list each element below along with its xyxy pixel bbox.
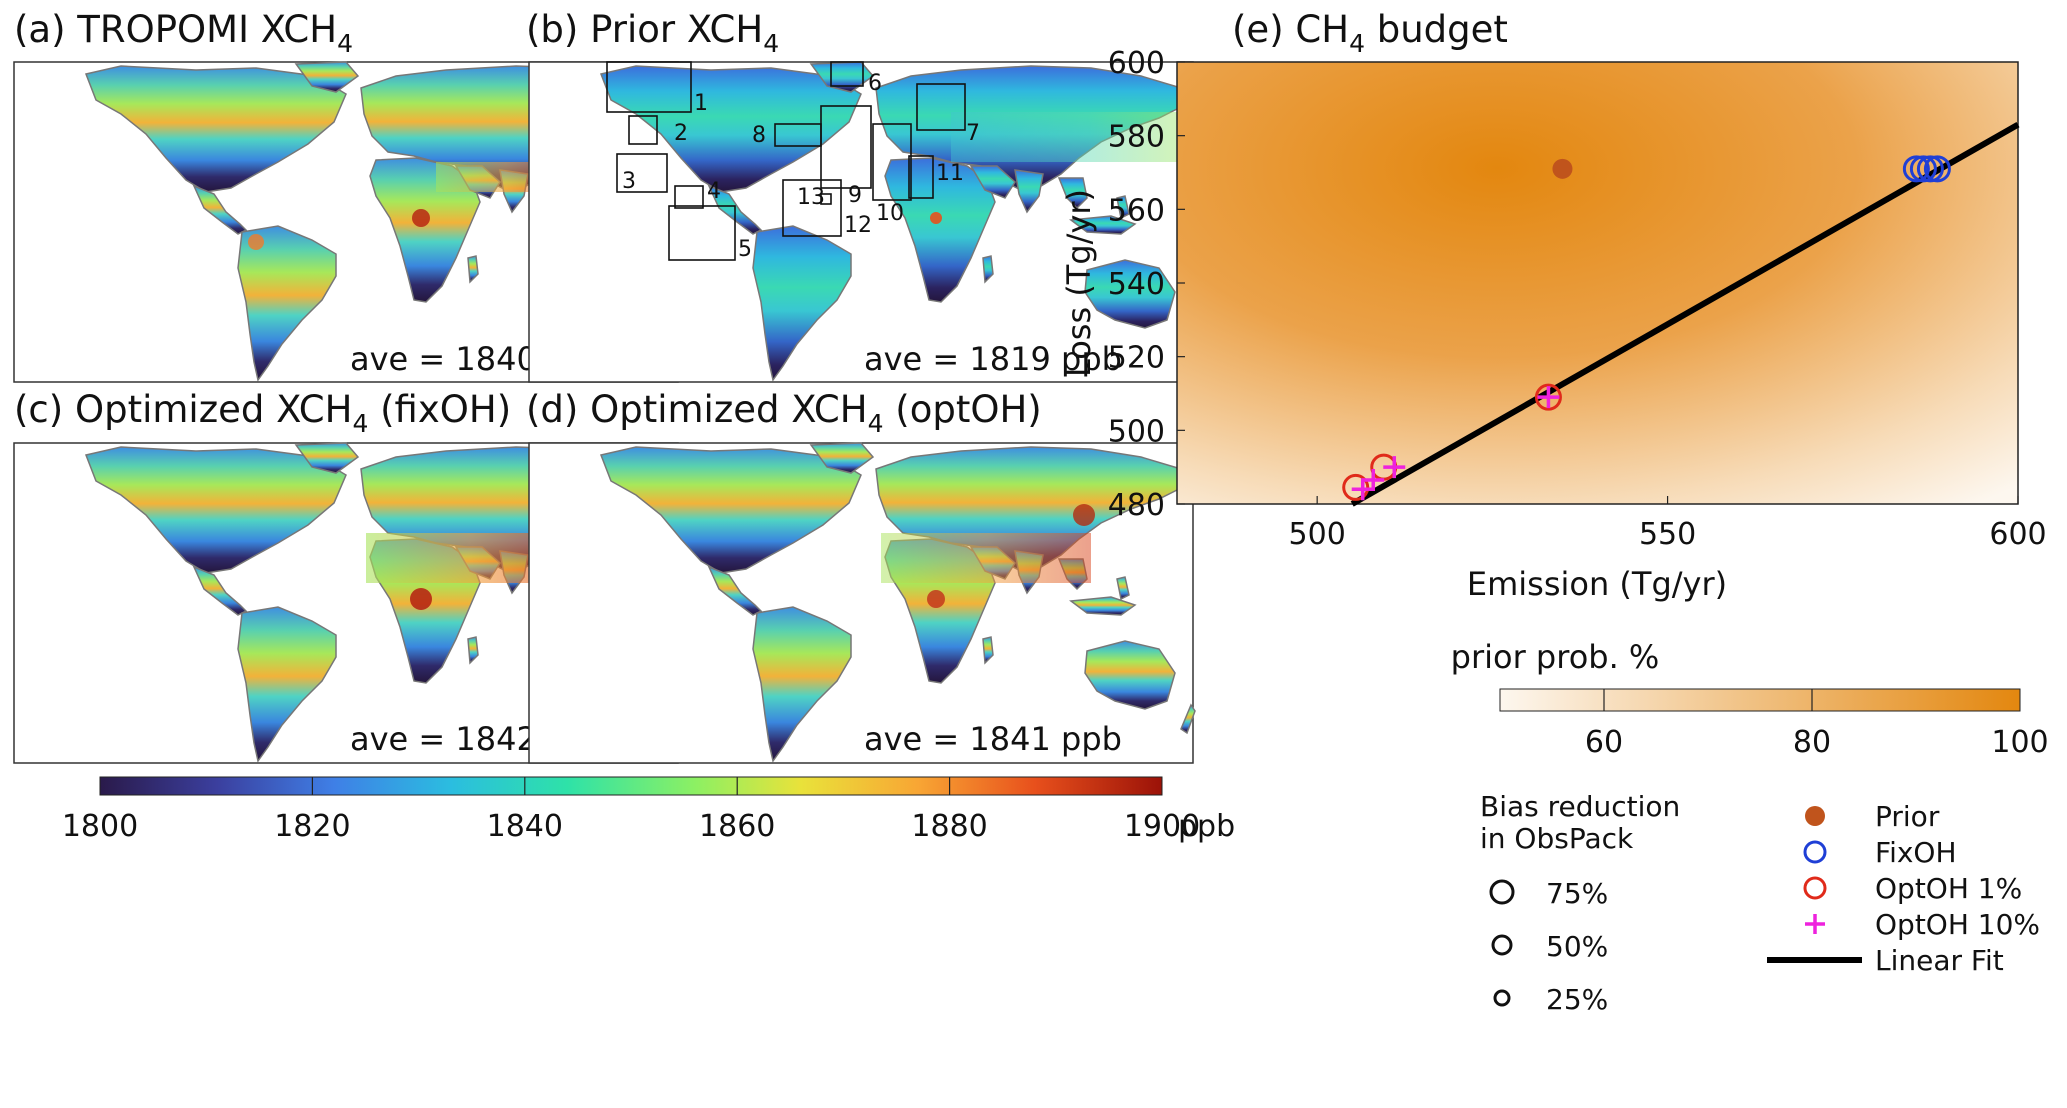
region-boxes xyxy=(606,61,966,261)
y-tick-label: 480 xyxy=(1108,488,1165,523)
svg-text:11: 11 xyxy=(936,161,964,186)
fixoh-point xyxy=(1923,155,1951,183)
xch4-colorbar-bar xyxy=(99,776,1163,796)
legend-optoh1-marker xyxy=(1803,876,1827,900)
prob-colorbar-tick-label: 60 xyxy=(1585,725,1623,760)
xch4-colorbar-tick-label: 1800 xyxy=(62,809,138,844)
size-legend-title-2: in ObsPack xyxy=(1480,822,1634,855)
fixoh-point xyxy=(1902,155,1930,183)
size-legend: Bias reduction in ObsPack 75% 50% 25% xyxy=(1480,790,1680,1016)
prob-colorbar-bar xyxy=(1499,688,2021,712)
y-axis-label: Loss (Tg/yr) xyxy=(1060,189,1098,377)
xch4-colorbar-tick-label: 1860 xyxy=(699,809,775,844)
y-tick-label: 500 xyxy=(1108,414,1165,449)
x-tick-label: 600 xyxy=(1989,517,2046,552)
fixoh-point xyxy=(1916,155,1944,183)
map-b-ave: ave = 1819 ppb xyxy=(864,340,1122,378)
xch4-colorbar-ticks: 1800 1820 1840 1860 1880 1900 xyxy=(62,777,1200,844)
panel-e-title: (e) CH4 budget xyxy=(1232,8,1508,58)
plot-axes: 500 550 600 480 500 520 540 560 580 600 xyxy=(1108,46,2047,552)
svg-text:1: 1 xyxy=(694,91,708,116)
prob-colorbar: prior prob. % 60 80 100 xyxy=(1451,638,2049,760)
optoh-1-point xyxy=(1342,473,1370,501)
size-legend-25: 25% xyxy=(1546,983,1608,1016)
y-tick-label: 600 xyxy=(1108,46,1165,81)
size-legend-50: 50% xyxy=(1546,930,1608,963)
xch4-colorbar-tick-label: 1840 xyxy=(487,809,563,844)
prob-colorbar-label: prior prob. % xyxy=(1451,638,1660,676)
size-legend-title-1: Bias reduction xyxy=(1480,790,1680,823)
prob-colorbar-tick-label: 100 xyxy=(1991,725,2048,760)
legend-fit: Linear Fit xyxy=(1875,944,2004,977)
xch4-colorbar-tick-label: 1900 xyxy=(1124,809,1200,844)
map-b xyxy=(600,61,1196,381)
panel-b-title: (b) Prior XCH4 xyxy=(526,8,779,58)
x-tick-label: 500 xyxy=(1289,517,1346,552)
optoh-10-point xyxy=(1351,478,1374,501)
svg-text:5: 5 xyxy=(738,237,752,262)
legend-optoh10: OptOH 10% xyxy=(1875,908,2040,941)
panel-d: (d) Optimized XCH4 (optOH) ave = 1841 pp… xyxy=(526,388,1196,764)
legend-fixoh-marker xyxy=(1803,840,1827,864)
optoh-1-point xyxy=(1534,383,1562,411)
xch4-colorbar-unit: ppb xyxy=(1178,809,1235,844)
svg-text:12: 12 xyxy=(844,213,872,238)
xch4-colorbar-tick-label: 1820 xyxy=(274,809,350,844)
legend-prior-marker xyxy=(1805,806,1825,826)
svg-text:2: 2 xyxy=(674,121,688,146)
panel-d-title: (d) Optimized XCH4 (optOH) xyxy=(526,388,1042,438)
map-d-ave: ave = 1841 ppb xyxy=(864,720,1122,758)
region-labels: 1 2 3 4 5 6 7 8 9 10 11 12 13 xyxy=(622,71,980,262)
svg-text:3: 3 xyxy=(622,169,636,194)
xch4-colorbar: 1800 1820 1840 1860 1880 1900 ppb xyxy=(62,776,1235,844)
prob-colorbar-ticks: 60 80 100 xyxy=(1585,689,2049,760)
optoh-10-point xyxy=(1362,469,1385,492)
size-legend-marker-75 xyxy=(1489,879,1515,905)
optoh-10-point xyxy=(1537,386,1560,409)
svg-text:7: 7 xyxy=(966,121,980,146)
prior-point xyxy=(1552,158,1573,179)
panel-a-title: (a) TROPOMI XCH4 xyxy=(14,8,353,58)
svg-text:8: 8 xyxy=(752,123,766,148)
plot-marks xyxy=(1342,122,2020,507)
fixoh-point xyxy=(1909,155,1937,183)
panel-e: (e) CH4 budget 500 550 6004805005205405605… xyxy=(1060,8,2047,603)
y-tick-label: 540 xyxy=(1108,267,1165,302)
prob-background xyxy=(1177,62,2018,504)
linear-fit-line xyxy=(1350,122,2020,507)
size-legend-75: 75% xyxy=(1546,877,1608,910)
marker-legend: Prior FixOH OptOH 1% OptOH 10% Linear Fi… xyxy=(1767,800,2040,977)
svg-text:10: 10 xyxy=(876,201,904,226)
y-tick-label: 520 xyxy=(1108,341,1165,376)
svg-text:4: 4 xyxy=(707,179,721,204)
y-tick-label: 560 xyxy=(1108,193,1165,228)
x-axis-label: Emission (Tg/yr) xyxy=(1467,565,1727,603)
svg-text:9: 9 xyxy=(848,183,862,208)
legend-optoh1: OptOH 1% xyxy=(1875,872,2022,905)
optoh-10-point xyxy=(1383,456,1406,479)
y-tick-label: 580 xyxy=(1108,120,1165,155)
svg-text:13: 13 xyxy=(797,185,825,210)
panel-c-title: (c) Optimized XCH4 (fixOH) xyxy=(14,388,511,438)
map-d xyxy=(600,442,1196,762)
size-legend-marker-25 xyxy=(1493,989,1511,1007)
xch4-colorbar-tick-label: 1880 xyxy=(911,809,987,844)
svg-text:6: 6 xyxy=(868,71,882,96)
size-legend-marker-50 xyxy=(1491,934,1513,956)
panel-b: (b) Prior XCH4 xyxy=(526,8,1196,383)
legend-optoh10-marker xyxy=(1805,914,1825,934)
x-tick-label: 550 xyxy=(1639,517,1696,552)
prob-colorbar-tick-label: 80 xyxy=(1793,725,1831,760)
legend-prior: Prior xyxy=(1875,800,1940,833)
legend-fixoh: FixOH xyxy=(1875,836,1957,869)
